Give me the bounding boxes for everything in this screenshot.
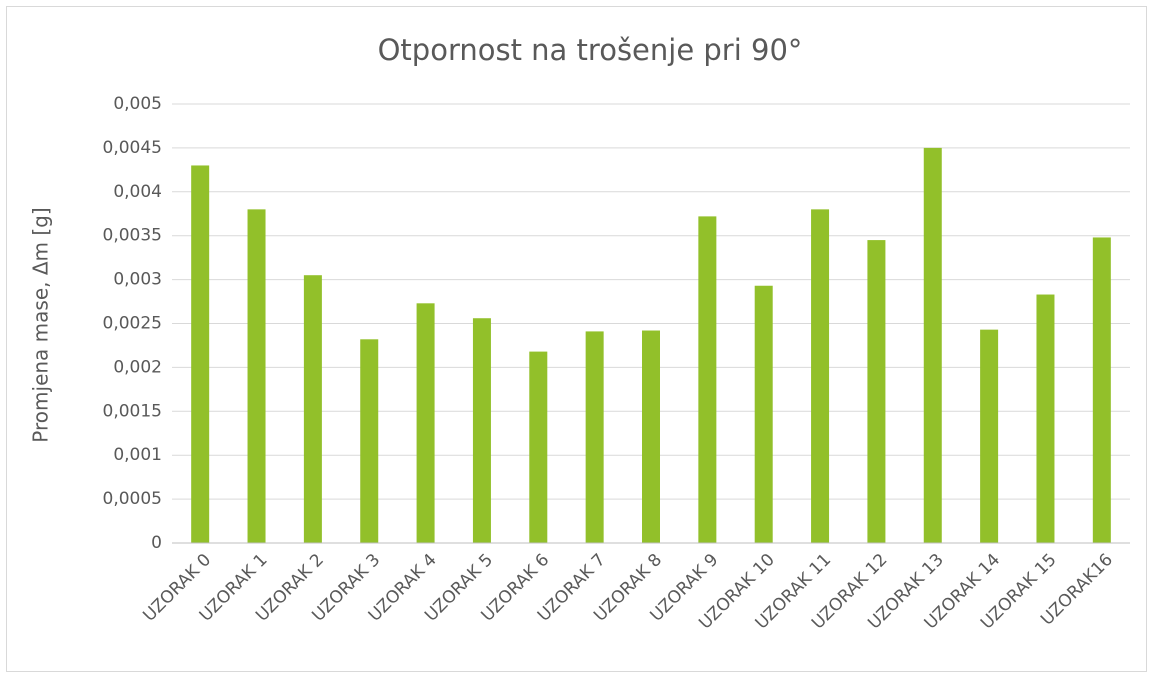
bar	[416, 303, 435, 543]
chart-title: Otpornost na trošenje pri 90°	[378, 33, 803, 67]
bar	[754, 285, 773, 543]
y-tick-label: 0,0035	[103, 226, 162, 246]
bar	[303, 275, 322, 543]
bar	[247, 209, 266, 544]
y-tick-label: 0,003	[113, 270, 162, 290]
y-axis-title: Promjena mase, Δm [g]	[29, 207, 53, 442]
bar	[191, 165, 210, 543]
bar	[811, 209, 830, 544]
y-tick-label: 0,0005	[103, 489, 162, 509]
y-tick-label: 0,002	[113, 357, 162, 377]
bar	[585, 331, 604, 543]
y-tick-label: 0,001	[113, 445, 162, 465]
bar	[529, 351, 548, 543]
y-tick-label: 0,005	[113, 94, 162, 114]
y-tick-label: 0,0045	[103, 138, 162, 158]
bar	[642, 330, 660, 543]
y-tick-label: 0	[151, 533, 162, 553]
y-tick-label: 0,004	[113, 182, 162, 202]
bar	[360, 339, 379, 543]
y-tick-label: 0,0015	[103, 401, 162, 421]
bar	[472, 318, 491, 543]
bar	[1036, 294, 1055, 543]
bar	[1092, 237, 1111, 543]
y-tick-label: 0,0025	[103, 314, 162, 334]
bar	[698, 216, 717, 543]
bar	[923, 147, 942, 543]
bar	[980, 329, 999, 543]
bar	[867, 240, 886, 543]
